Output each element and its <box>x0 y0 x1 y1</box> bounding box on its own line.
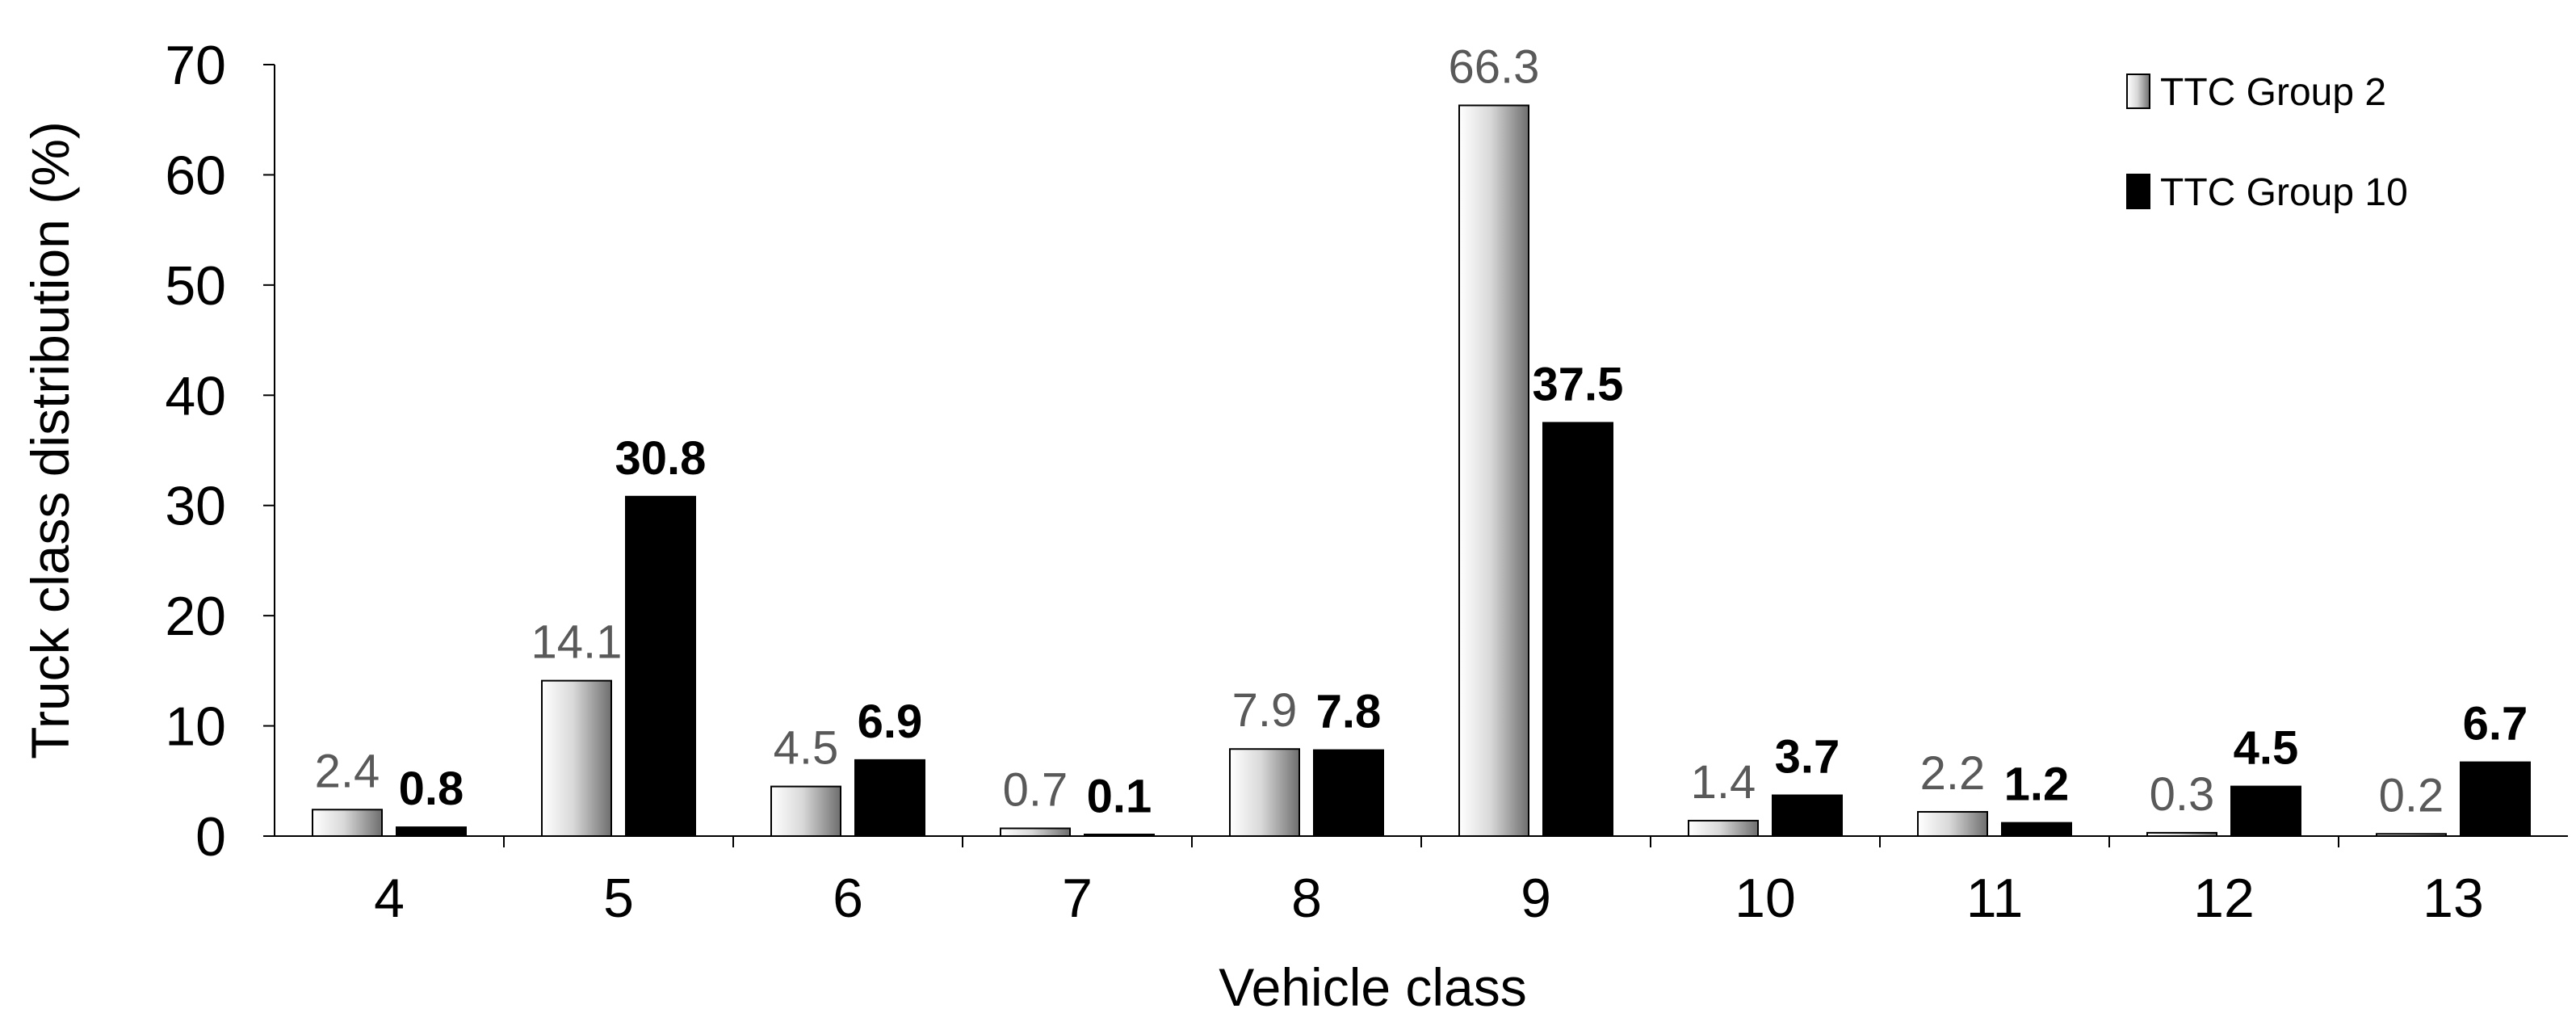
data-label-ttc-group-2: 2.2 <box>1920 747 1986 800</box>
data-label-ttc-group-10: 0.1 <box>1087 771 1152 823</box>
bars <box>312 104 2531 838</box>
data-label-ttc-group-10: 3.7 <box>1775 731 1840 784</box>
y-tick-label: 30 <box>165 476 226 537</box>
x-axis: 4 5 6 7 8 9 10 11 12 13 <box>275 835 2568 929</box>
bar-ttc-group-2[interactable] <box>2146 831 2217 837</box>
bar-ttc-group-10[interactable] <box>2001 822 2072 838</box>
bar-ttc-group-2[interactable] <box>1458 104 1529 837</box>
data-label-ttc-group-2: 4.5 <box>774 722 839 775</box>
x-tick-label: 6 <box>833 868 863 929</box>
legend-label-ttc-group-2: TTC Group 2 <box>2160 71 2386 114</box>
x-tick-label: 8 <box>1291 868 1322 929</box>
data-label-ttc-group-10: 6.9 <box>858 696 923 748</box>
data-label-ttc-group-2: 0.2 <box>2379 769 2444 822</box>
bar-ttc-group-2[interactable] <box>1229 748 1300 838</box>
bar-ttc-group-2[interactable] <box>770 785 841 837</box>
data-label-ttc-group-10: 6.7 <box>2463 698 2528 750</box>
data-label-ttc-group-2: 14.1 <box>531 616 623 669</box>
data-label-ttc-group-2: 2.4 <box>315 745 380 797</box>
data-label-ttc-group-10: 30.8 <box>615 432 707 485</box>
data-label-ttc-group-10: 4.5 <box>2234 722 2299 775</box>
bar-ttc-group-10[interactable] <box>2460 761 2531 837</box>
legend-item-ttc-group-10[interactable]: TTC Group 10 <box>2126 171 2408 214</box>
data-label-ttc-group-2: 1.4 <box>1691 756 1756 809</box>
x-axis-title: Vehicle class <box>1219 957 1527 1017</box>
x-tick-label: 11 <box>1966 868 2024 929</box>
bar-ttc-group-10[interactable] <box>625 495 696 837</box>
bar-ttc-group-10[interactable] <box>1542 422 1613 838</box>
bar-ttc-group-10[interactable] <box>1772 794 1843 837</box>
y-tick-label: 10 <box>165 696 226 758</box>
y-tick-label: 40 <box>165 365 226 427</box>
bar-ttc-group-10[interactable] <box>1084 834 1155 837</box>
bar-ttc-group-10[interactable] <box>396 826 467 837</box>
data-label-ttc-group-10: 1.2 <box>2004 759 2070 811</box>
bar-ttc-group-2[interactable] <box>2376 833 2447 838</box>
x-tick-label: 7 <box>1062 868 1093 929</box>
legend-label-ttc-group-10: TTC Group 10 <box>2160 171 2408 214</box>
y-axis: 0 10 20 30 40 50 60 70 <box>165 35 275 868</box>
legend: TTC Group 2 TTC Group 10 <box>2126 71 2408 214</box>
data-label-ttc-group-10: 7.8 <box>1316 686 1382 738</box>
y-tick-label: 0 <box>195 806 226 868</box>
x-tick-label: 4 <box>374 868 405 929</box>
legend-item-ttc-group-2[interactable]: TTC Group 2 <box>2126 71 2386 114</box>
bar-ttc-group-2[interactable] <box>1000 827 1071 837</box>
x-tick-label: 5 <box>603 868 634 929</box>
data-label-ttc-group-2: 66.3 <box>1449 40 1540 93</box>
bar-ttc-group-10[interactable] <box>1313 749 1384 837</box>
data-label-ttc-group-2: 7.9 <box>1232 684 1298 737</box>
bar-ttc-group-2[interactable] <box>312 809 383 837</box>
bar-ttc-group-2[interactable] <box>541 679 612 838</box>
data-labels: 2.4 0.8 14.1 30.8 4.5 6.9 0.7 0.1 7.9 7.8 66.3 37.5… <box>315 40 2528 822</box>
y-tick-label: 60 <box>165 145 226 206</box>
x-tick-label: 13 <box>2423 868 2484 929</box>
legend-swatch-ttc-group-10 <box>2126 174 2150 209</box>
x-tick-label: 10 <box>1735 868 1796 929</box>
data-label-ttc-group-2: 0.3 <box>2150 768 2215 821</box>
y-tick-label: 20 <box>165 586 226 647</box>
bar-ttc-group-10[interactable] <box>854 759 925 837</box>
x-tick-label: 12 <box>2193 868 2255 929</box>
data-label-ttc-group-10: 0.8 <box>399 763 464 815</box>
data-label-ttc-group-10: 37.5 <box>1533 358 1624 410</box>
y-tick-label: 50 <box>165 255 226 317</box>
bar-ttc-group-2[interactable] <box>1688 819 1759 838</box>
bar-ttc-group-10[interactable] <box>2230 785 2301 837</box>
y-axis-title: Truck class distribution (%) <box>20 121 80 759</box>
bar-ttc-group-2[interactable] <box>1917 810 1988 838</box>
y-tick-label: 70 <box>165 35 226 96</box>
legend-swatch-ttc-group-2 <box>2126 74 2150 109</box>
data-label-ttc-group-2: 0.7 <box>1003 763 1068 816</box>
x-tick-label: 9 <box>1521 868 1551 929</box>
